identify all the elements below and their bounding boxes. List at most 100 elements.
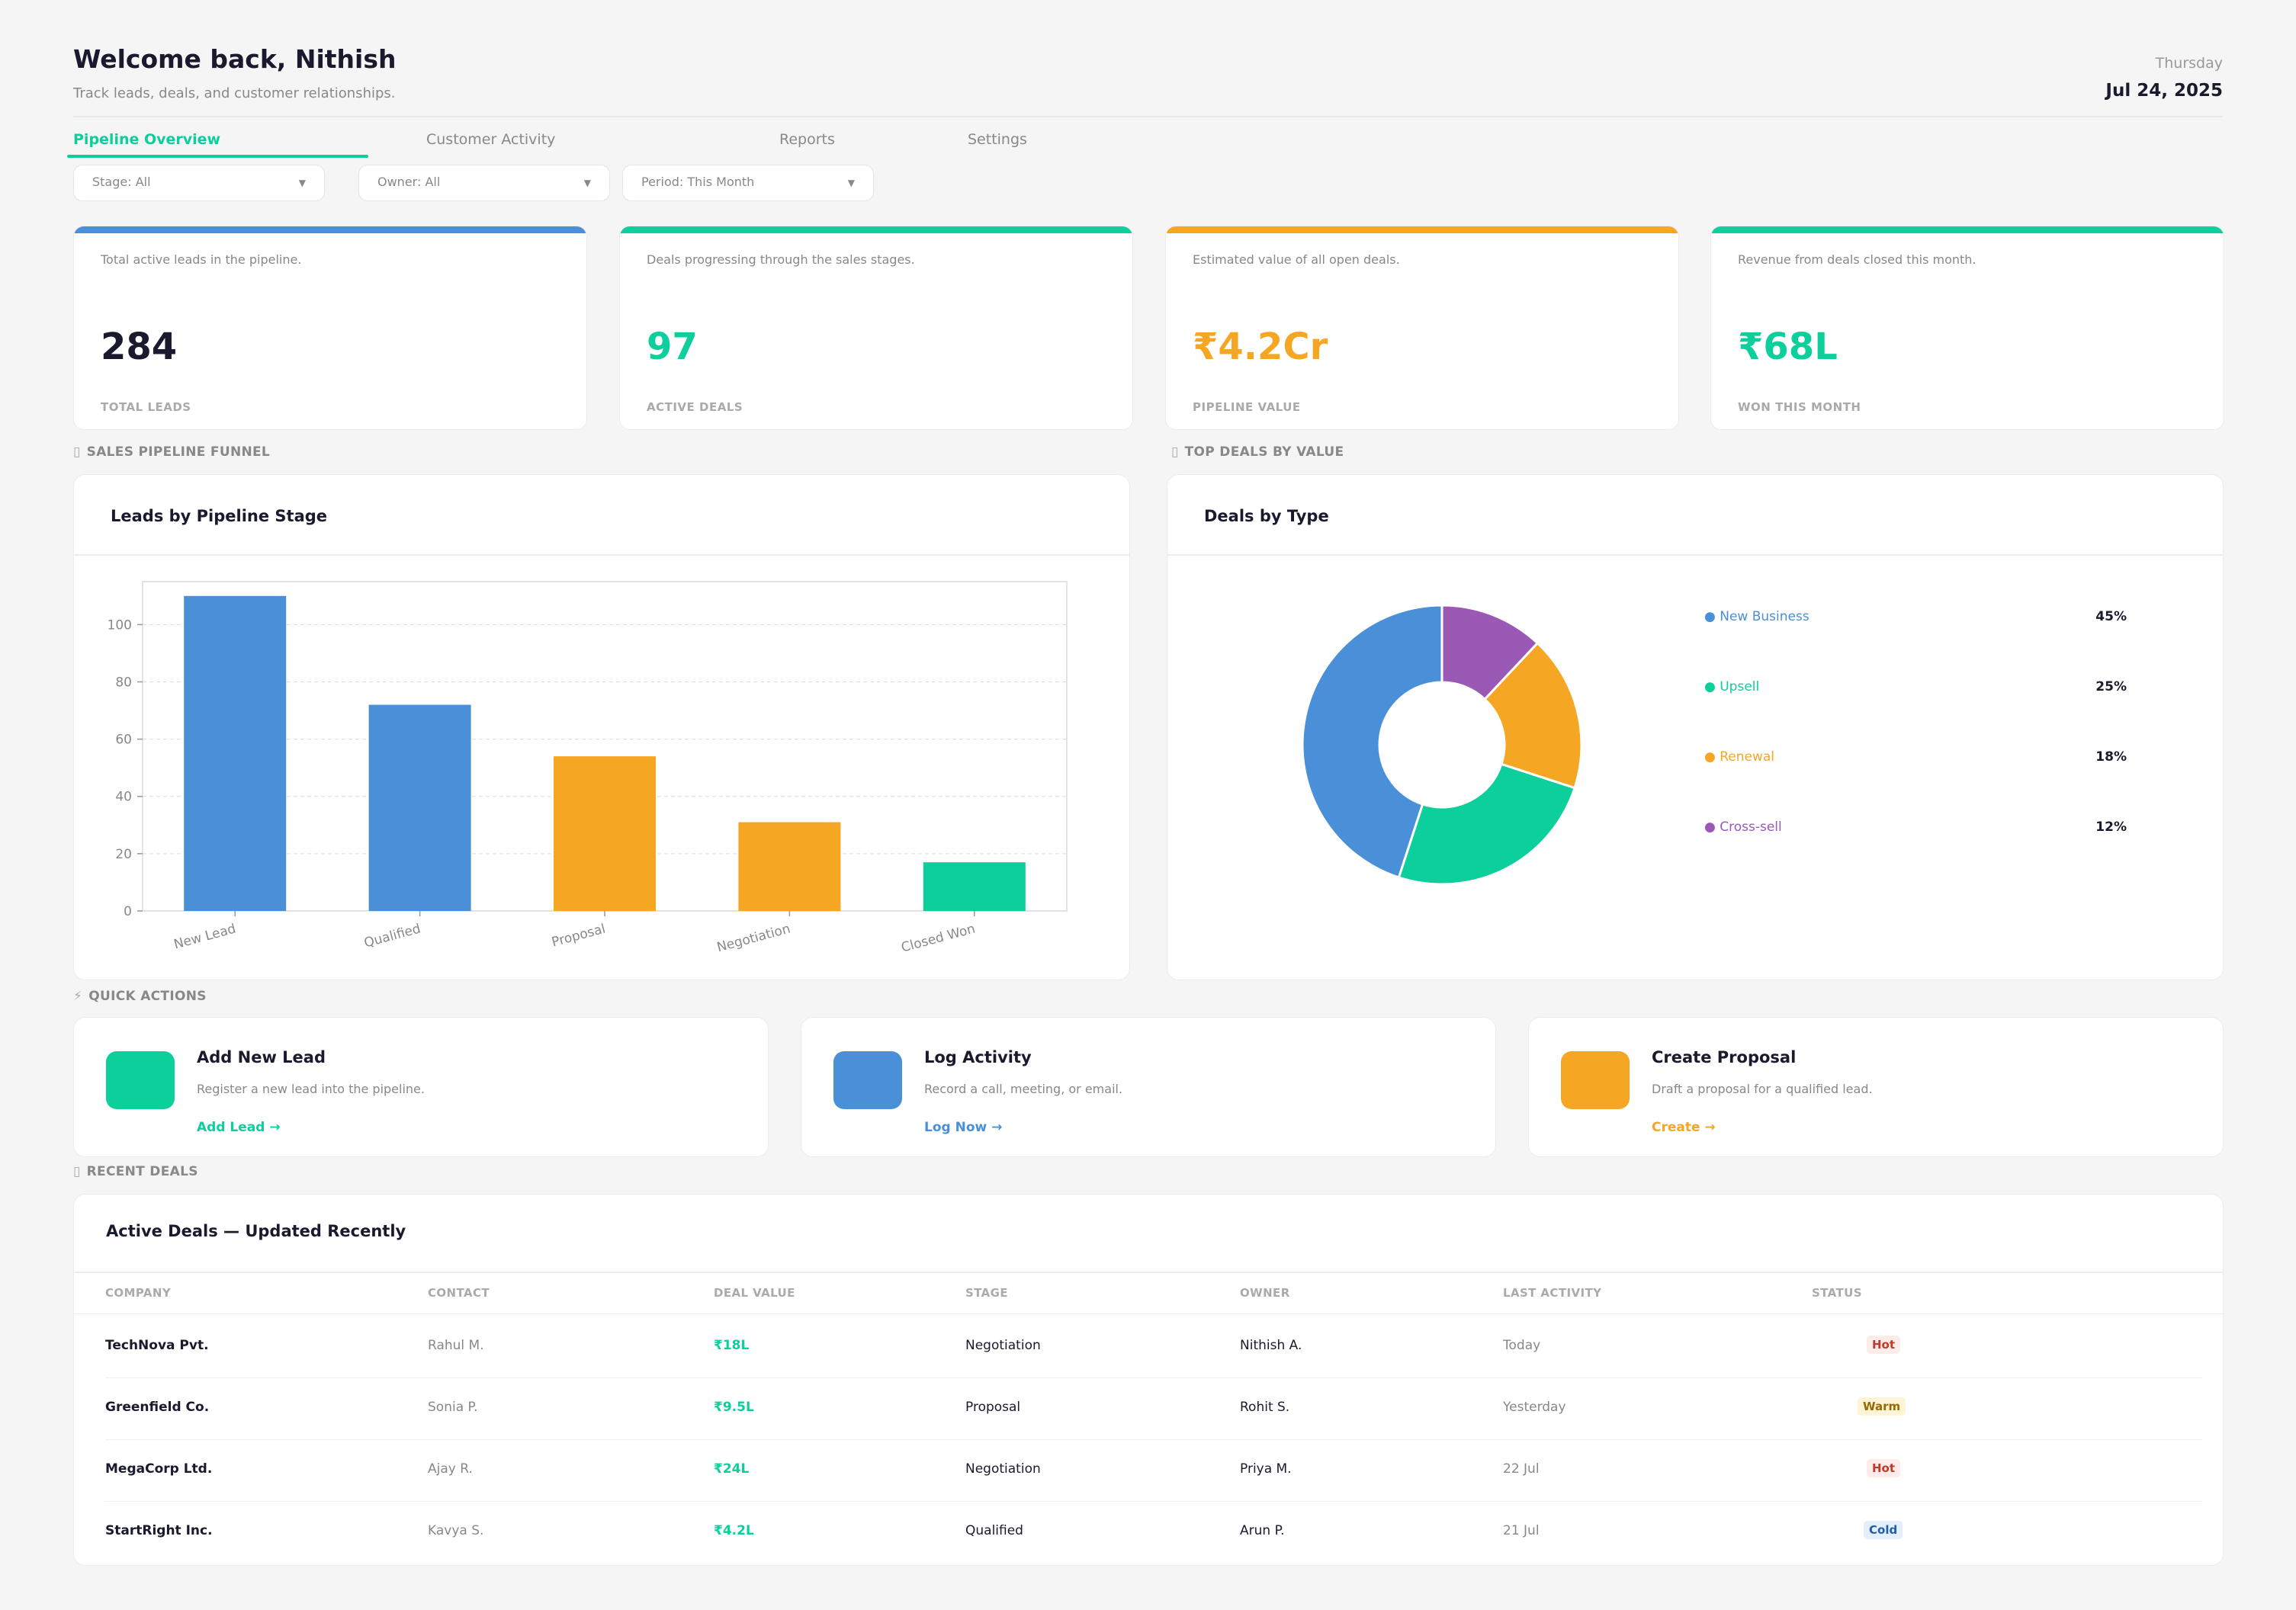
legend-label: ● New Business <box>1704 609 1810 624</box>
chart-icon: ▯ <box>1171 444 1179 460</box>
kpi-value: 97 <box>647 326 698 368</box>
add-lead-icon <box>106 1051 175 1109</box>
col-header-last-activity: LAST ACTIVITY <box>1503 1286 1602 1300</box>
quick-action-description: Record a call, meeting, or email. <box>924 1082 1123 1096</box>
row-divider <box>105 1439 2202 1440</box>
legend-value: 18% <box>2095 749 2127 765</box>
status-badge: Hot <box>1867 1336 1901 1354</box>
active-tab-indicator <box>67 155 368 158</box>
kpi-description: Total active leads in the pipeline. <box>101 252 302 267</box>
tab-pipeline-overview[interactable]: Pipeline Overview <box>73 131 221 148</box>
kpi-label: PIPELINE VALUE <box>1193 400 1301 414</box>
kpi-card-active-deals: Deals progressing through the sales stag… <box>619 226 1133 430</box>
kpi-accent-bar <box>620 226 1132 233</box>
quick-action-description: Draft a proposal for a qualified lead. <box>1652 1082 1873 1096</box>
period-filter[interactable]: Period: This Month ▼ <box>622 165 874 201</box>
kpi-label: WON THIS MONTH <box>1738 400 1861 414</box>
chevron-down-icon: ▼ <box>583 178 591 188</box>
log-now-link[interactable]: Log Now → <box>924 1120 1003 1135</box>
cell-deal-value: ₹24L <box>714 1461 750 1477</box>
col-header-owner: OWNER <box>1240 1286 1290 1300</box>
quick-action-log-activity[interactable]: Log Activity Record a call, meeting, or … <box>801 1017 1496 1157</box>
tab-reports[interactable]: Reports <box>779 131 835 148</box>
stage-filter[interactable]: Stage: All ▼ <box>73 165 325 201</box>
lightning-icon: ⚡ <box>73 989 83 1004</box>
y-tick-label: 80 <box>115 675 132 690</box>
page-subtitle: Track leads, deals, and customer relatio… <box>73 85 396 101</box>
cell-stage: Negotiation <box>965 1338 1041 1353</box>
bar-proposal <box>554 756 656 911</box>
kpi-value: ₹4.2Cr <box>1193 326 1328 368</box>
cell-stage: Proposal <box>965 1400 1021 1415</box>
quick-action-title: Add New Lead <box>197 1048 326 1066</box>
cell-last-activity: Yesterday <box>1503 1400 1566 1415</box>
cell-company: TechNova Pvt. <box>105 1338 209 1353</box>
panel-divider <box>1167 554 2223 556</box>
slice-renewal <box>1483 641 1583 790</box>
kpi-description: Revenue from deals closed this month. <box>1738 252 1976 267</box>
cell-company: StartRight Inc. <box>105 1523 213 1538</box>
y-tick-label: 40 <box>115 790 132 805</box>
stage-filter-label: Stage: All <box>92 175 151 189</box>
cell-deal-value: ₹9.5L <box>714 1400 754 1415</box>
bar-chart-title: Leads by Pipeline Stage <box>111 507 328 525</box>
kpi-card-total-leads: Total active leads in the pipeline. 284 … <box>73 226 587 430</box>
kpi-value: ₹68L <box>1738 326 1838 368</box>
cell-company: Greenfield Co. <box>105 1400 210 1415</box>
row-divider <box>105 1501 2202 1502</box>
kpi-description: Deals progressing through the sales stag… <box>647 252 915 267</box>
tab-customer-activity[interactable]: Customer Activity <box>426 131 556 148</box>
donut-chart-title: Deals by Type <box>1204 507 1329 525</box>
kpi-description: Estimated value of all open deals. <box>1193 252 1400 267</box>
col-header-status: STATUS <box>1812 1286 1862 1300</box>
cell-contact: Kavya S. <box>428 1523 484 1538</box>
slice-new-business <box>1301 604 1443 879</box>
x-tick-label: Closed Won <box>900 922 977 956</box>
kpi-label: TOTAL LEADS <box>101 400 191 414</box>
kpi-accent-bar <box>1166 226 1678 233</box>
col-header-company: COMPANY <box>105 1286 172 1300</box>
list-icon: ▯ <box>73 1164 81 1179</box>
chart-icon: ▯ <box>73 444 81 460</box>
cell-deal-value: ₹4.2L <box>714 1523 754 1538</box>
cell-contact: Rahul M. <box>428 1338 484 1353</box>
cell-owner: Arun P. <box>1240 1523 1285 1538</box>
header-divider <box>74 1313 2223 1314</box>
period-filter-label: Period: This Month <box>641 175 755 189</box>
col-header-stage: STAGE <box>965 1286 1009 1300</box>
cell-stage: Qualified <box>965 1523 1023 1538</box>
quick-action-title: Create Proposal <box>1652 1048 1797 1066</box>
panel-divider <box>74 1272 2223 1273</box>
status-badge: Hot <box>1867 1459 1901 1477</box>
current-date: Jul 24, 2025 <box>2105 81 2223 101</box>
kpi-accent-bar <box>1711 226 2224 233</box>
panel-divider <box>74 554 1129 556</box>
quick-action-add-lead[interactable]: Add New Lead Register a new lead into th… <box>73 1017 769 1157</box>
row-divider <box>105 1377 2202 1378</box>
cell-stage: Negotiation <box>965 1461 1041 1477</box>
cell-contact: Ajay R. <box>428 1461 473 1477</box>
day-of-week: Thursday <box>2155 55 2223 72</box>
donut-chart: ● New Business 45% ● Upsell 25% ● Renewal 18%… <box>1301 604 2127 886</box>
col-header-contact: CONTACT <box>428 1286 490 1300</box>
x-tick-label: Qualified <box>362 922 422 951</box>
donut-chart-panel: Deals by Type ● New Business 45% ● Upsell 2… <box>1167 474 2224 980</box>
col-header-deal-value: DEAL VALUE <box>714 1286 795 1300</box>
quick-action-create-proposal[interactable]: Create Proposal Draft a proposal for a q… <box>1528 1017 2224 1157</box>
add-lead-link[interactable]: Add Lead → <box>197 1120 281 1135</box>
create-link[interactable]: Create → <box>1652 1120 1716 1135</box>
owner-filter-label: Owner: All <box>377 175 441 189</box>
legend-value: 25% <box>2095 679 2127 694</box>
bar-new-lead <box>184 595 287 911</box>
cell-last-activity: Today <box>1503 1338 1541 1353</box>
y-tick-label: 100 <box>108 617 132 633</box>
header-divider <box>73 116 2223 117</box>
bar-qualified <box>368 704 471 911</box>
create-proposal-icon <box>1561 1051 1630 1109</box>
cell-owner: Nithish A. <box>1240 1338 1302 1353</box>
log-activity-icon <box>833 1051 902 1109</box>
tab-settings[interactable]: Settings <box>968 131 1027 148</box>
recent-deals-panel: Active Deals — Updated Recently <box>73 1194 2224 1566</box>
chevron-down-icon: ▼ <box>298 178 306 188</box>
owner-filter[interactable]: Owner: All ▼ <box>358 165 610 201</box>
